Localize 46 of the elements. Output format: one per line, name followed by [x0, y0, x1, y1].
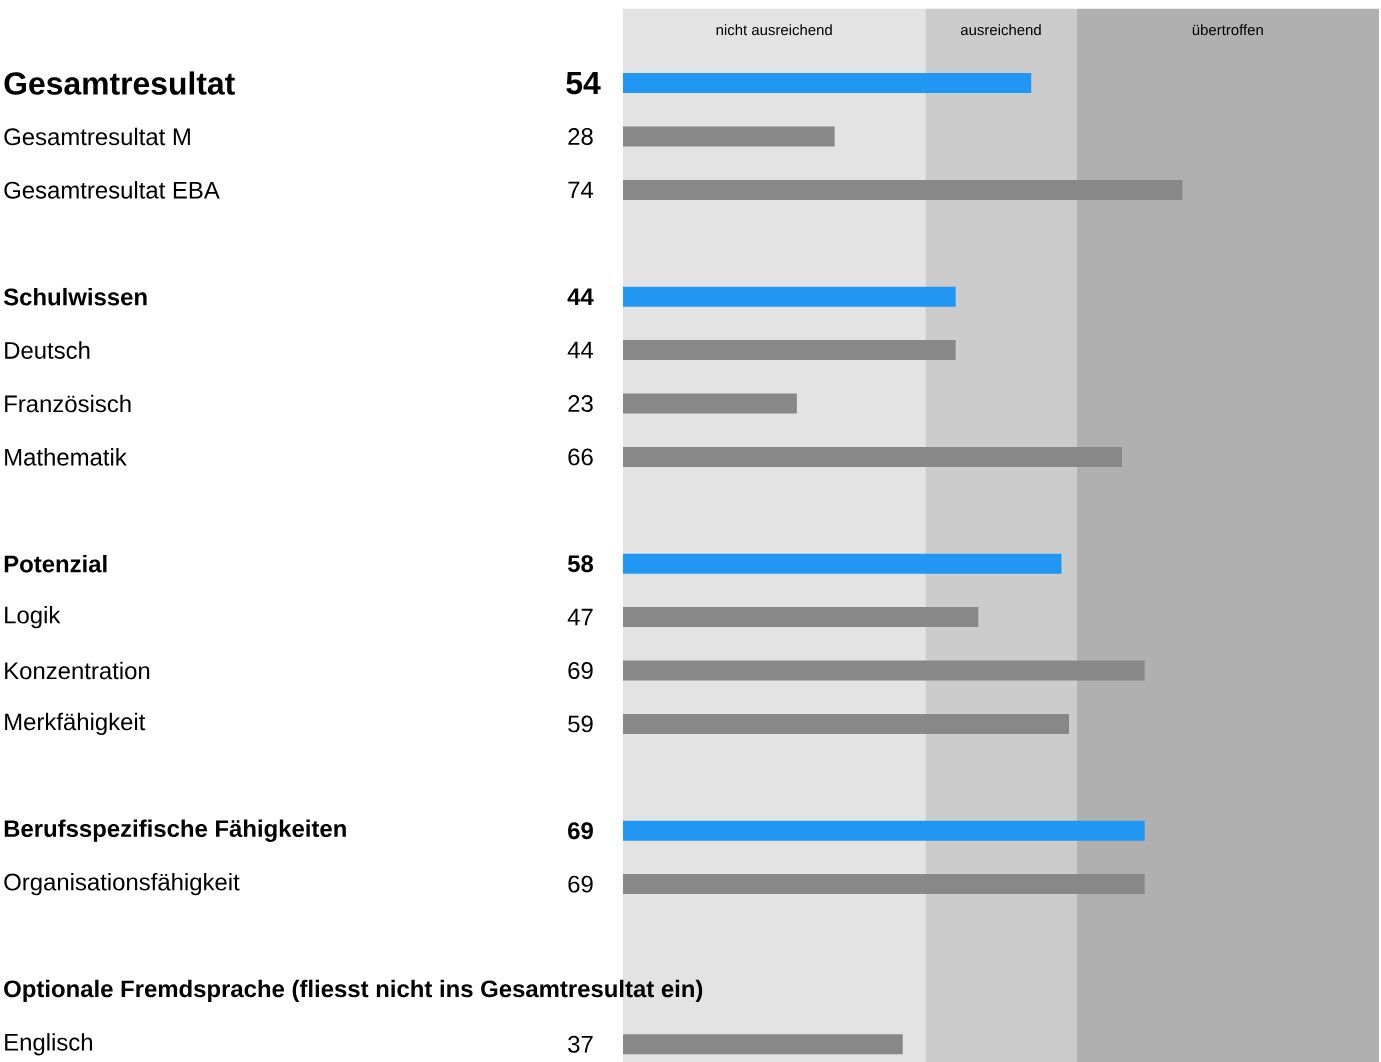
y-tick-label: Logik [5, 606, 61, 629]
bar [622, 713, 1070, 734]
data-label: 44 [567, 341, 594, 359]
data-label: 37 [568, 1035, 593, 1053]
data-label: 66 [568, 448, 593, 466]
y-tick-label: Gesamtresultat M [4, 127, 190, 146]
bar [622, 286, 956, 307]
bar [622, 446, 1122, 467]
bar [622, 179, 1183, 200]
data-label: 54 [566, 72, 601, 95]
y-tick-label: Organisationsfähigkeit [4, 873, 240, 896]
data-label: 28 [568, 128, 593, 146]
y-tick-label: Konzentration [5, 661, 150, 680]
data-label: 69 [568, 662, 593, 680]
data-label: 47 [567, 608, 593, 626]
y-tick-label: Deutsch [5, 341, 90, 359]
data-label: 58 [567, 555, 594, 573]
band-label: übertroffen [1192, 24, 1263, 36]
y-tick-label: Optionale Fremdsprache (fliesst nicht ins Gesamtresultat ein) [4, 979, 703, 1003]
y-tick-label: Gesamtresultat EBA [4, 181, 220, 199]
bar [622, 874, 1145, 895]
y-tick-label: Schulwissen [3, 287, 147, 306]
bar [622, 340, 956, 361]
band-label: nicht ausreichend [716, 24, 832, 36]
data-label: 74 [568, 181, 594, 199]
band-label: ausreichend [960, 24, 1041, 36]
bar [622, 820, 1145, 841]
data-label: 69 [568, 875, 593, 893]
bar [622, 1034, 903, 1055]
y-tick-label: Potenzial [4, 554, 107, 573]
y-tick-label: Merkfähigkeit [5, 712, 146, 736]
data-label: 23 [568, 395, 593, 413]
y-tick-label: Mathematik [5, 448, 127, 466]
y-tick-label: Gesamtresultat [4, 71, 235, 95]
data-label: 69 [568, 822, 593, 840]
data-label: 59 [568, 715, 593, 733]
bar [622, 73, 1032, 94]
bar [622, 607, 979, 628]
data-label: 44 [567, 288, 594, 305]
y-tick-label: Französisch [5, 394, 131, 413]
bar [622, 126, 835, 147]
bar [622, 553, 1062, 574]
y-tick-label: Berufsspezifische Fähigkeiten [4, 819, 346, 842]
bar [622, 393, 797, 414]
y-tick-label: Englisch [5, 1033, 92, 1056]
bar [622, 660, 1145, 681]
